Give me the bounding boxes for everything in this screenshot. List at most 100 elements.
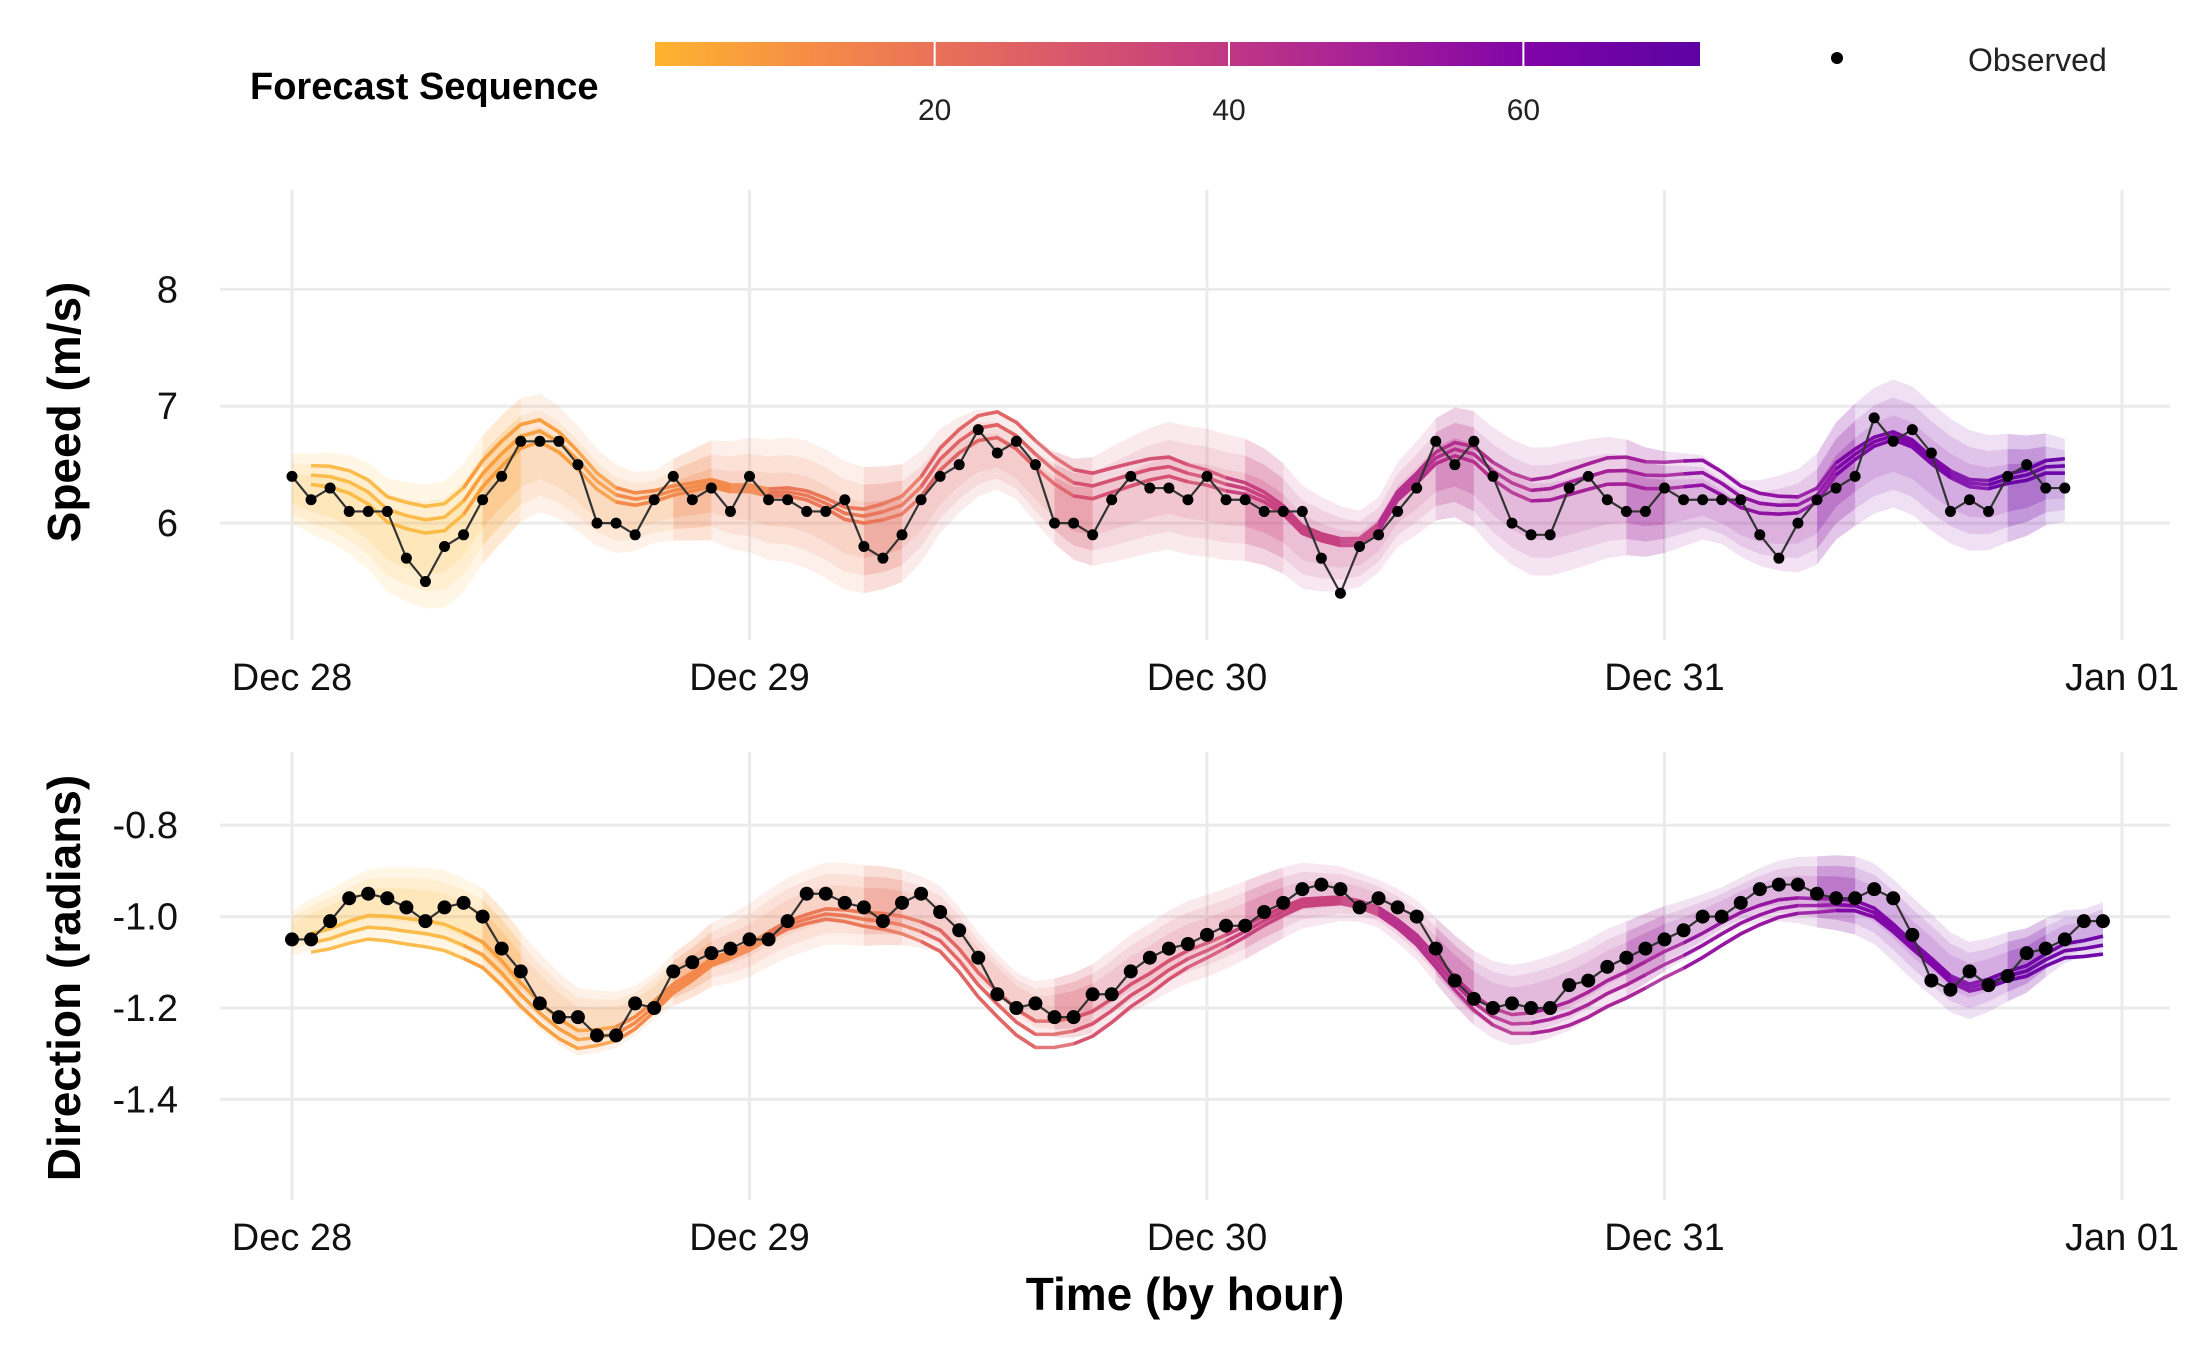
observed-point <box>877 552 889 564</box>
observed-point <box>895 895 909 910</box>
observed-point <box>647 1001 662 1015</box>
grid <box>220 190 2170 640</box>
observed-point <box>1373 529 1385 541</box>
legend-title: Forecast Sequence <box>250 66 598 108</box>
observed-point <box>285 932 299 947</box>
observed-point <box>1447 973 1462 988</box>
observed-point <box>685 955 700 970</box>
forecast-line <box>1988 464 2065 487</box>
observed-point <box>1790 877 1805 892</box>
observed-point <box>1773 552 1785 564</box>
observed-point <box>1848 891 1863 906</box>
observed-point <box>304 932 319 947</box>
observed-point <box>475 909 490 924</box>
observed-point <box>1276 895 1291 910</box>
observed-point <box>856 900 871 915</box>
observed-point <box>1257 905 1272 919</box>
observed-point <box>952 923 967 938</box>
observed-point <box>628 996 643 1011</box>
x-tick-label: Dec 28 <box>232 657 352 699</box>
observed-point <box>1144 482 1156 494</box>
x-tick-label: Dec 31 <box>1604 1217 1724 1259</box>
observed-point <box>1638 941 1653 956</box>
observed-point <box>1125 470 1137 482</box>
observed-point <box>2057 932 2072 947</box>
observed-point <box>1714 909 1729 924</box>
observed-point <box>572 459 584 471</box>
observed-point <box>1449 459 1461 471</box>
observed-point <box>2040 482 2052 494</box>
forecast-ribbon <box>1626 437 1856 545</box>
observed-point <box>1943 982 1958 997</box>
observed-point <box>1505 996 1519 1011</box>
forecast-line <box>1988 471 2065 491</box>
observed-point <box>1296 505 1308 517</box>
observed-point <box>1161 941 1176 956</box>
observed-point <box>305 494 317 506</box>
colorbar-tick-label: 60 <box>1507 94 1540 127</box>
speed-panel: 6 7 8 Dec 28 Dec 29 Dec 30 Dec 31 Jan 01 <box>157 190 2179 699</box>
observed-point <box>1735 494 1747 506</box>
observed-point <box>1201 470 1213 482</box>
observed-point <box>837 895 852 910</box>
observed-point <box>1029 459 1041 471</box>
y-tick-label: -1.2 <box>113 988 178 1030</box>
observed-point <box>1068 517 1080 529</box>
observed-point <box>1468 435 1480 447</box>
observed-point <box>1678 494 1690 506</box>
observed-point <box>896 529 908 541</box>
observed-point <box>494 941 509 956</box>
forecast-ribbon <box>1817 379 2046 565</box>
observed-point <box>1601 494 1613 506</box>
observed-point <box>400 552 412 564</box>
observed-point <box>1066 1010 1081 1025</box>
observed-point <box>801 505 813 517</box>
observed-point <box>1392 505 1404 517</box>
observed-point <box>1887 435 1899 447</box>
observed-point <box>2038 941 2053 956</box>
x-tick-label: Dec 29 <box>689 657 809 699</box>
observed-point <box>1886 891 1901 906</box>
observed-point <box>704 946 719 961</box>
observed-point <box>723 941 738 956</box>
observed-point <box>953 459 965 471</box>
observed-point <box>1220 494 1232 506</box>
observed-point <box>858 540 870 552</box>
x-tick-label: Dec 30 <box>1147 657 1267 699</box>
observed-point <box>648 494 660 506</box>
observed-point <box>1619 950 1634 965</box>
observed-point <box>820 505 832 517</box>
observed-point <box>591 517 603 529</box>
observed-point <box>1676 923 1691 938</box>
observed-point <box>1752 882 1767 897</box>
observed-point <box>1830 482 1842 494</box>
observed-point <box>1430 435 1442 447</box>
observed-point <box>418 914 433 929</box>
observed-point <box>1620 505 1632 517</box>
observed-point <box>972 424 984 436</box>
observed-point <box>686 494 698 506</box>
observed-point <box>1219 918 1234 933</box>
y-tick-label: -0.8 <box>113 805 178 847</box>
forecast-ribbon <box>1435 924 1665 1023</box>
observed-point <box>610 517 622 529</box>
observed-point <box>667 470 679 482</box>
observed-point <box>1983 505 1995 517</box>
observed-point <box>1716 494 1728 506</box>
observed-point <box>515 435 527 447</box>
observed-points <box>285 877 2110 1043</box>
observed-point <box>1600 959 1615 974</box>
observed-point <box>742 932 757 947</box>
observed-point <box>1524 1001 1539 1015</box>
observed-point <box>971 950 986 965</box>
observed-point <box>1333 882 1348 897</box>
observed-point <box>2002 470 2014 482</box>
observed-point <box>1544 529 1556 541</box>
observed-point <box>1581 973 1596 988</box>
observed-point <box>1639 505 1651 517</box>
x-tick-label: Jan 01 <box>2065 1217 2179 1259</box>
forecast-ribbon <box>1626 403 1856 573</box>
observed-point <box>609 1028 624 1043</box>
observed-point <box>1792 517 1804 529</box>
